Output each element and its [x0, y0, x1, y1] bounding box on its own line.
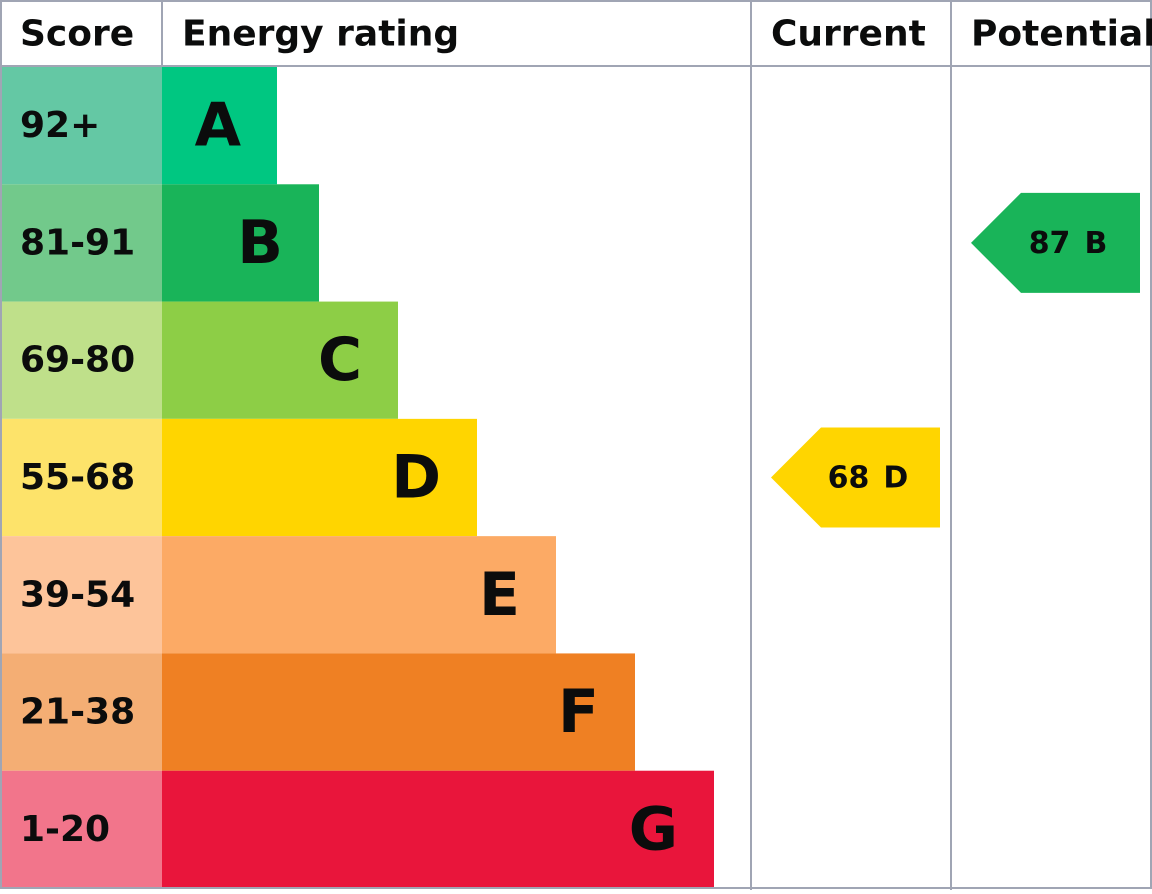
rating-bar: [162, 653, 635, 771]
score-cell: [2, 184, 162, 302]
score-label: 69-80: [20, 340, 135, 381]
rating-arrow: [771, 427, 940, 528]
rating-letter: D: [391, 443, 441, 513]
score-label: 55-68: [20, 457, 135, 498]
column-header: Score: [20, 14, 134, 55]
score-cell: [2, 301, 162, 419]
column-header: Potential: [971, 14, 1152, 55]
rating-letter: F: [558, 677, 599, 747]
rating-bar: [162, 418, 477, 537]
rating-bar: [162, 301, 398, 419]
score-cell: [2, 67, 162, 185]
rating-letter: G: [629, 794, 678, 864]
rating-score: 87: [1029, 225, 1071, 260]
score-label: 21-38: [20, 692, 135, 733]
potential-rating: 87 B: [971, 192, 1140, 293]
rating-bar: [162, 184, 319, 302]
rating-label: 68 D: [828, 460, 909, 495]
score-cell: [2, 418, 162, 537]
score-cell: [2, 536, 162, 654]
rating-bar: [162, 67, 277, 185]
rating-letter: B: [237, 208, 283, 278]
rating-letter: A: [195, 91, 242, 161]
rating-letter: E: [479, 560, 520, 630]
rating-letter: D: [883, 460, 908, 495]
score-cell: [2, 653, 162, 771]
rating-letter: B: [1084, 225, 1107, 260]
score-label: 81-91: [20, 222, 135, 263]
current-rating: 68 D: [771, 427, 940, 528]
rating-bar: [162, 770, 714, 888]
score-label: 92+: [20, 105, 100, 146]
rating-bar: [162, 536, 556, 654]
column-header: Energy rating: [182, 14, 459, 55]
rating-arrow: [971, 192, 1140, 293]
rating-letter: C: [318, 325, 362, 395]
rating-score: 68: [828, 460, 870, 495]
column-header: Current: [771, 14, 926, 55]
chart-body: 92+ A 81-91 B 69-80 C 55-68 D 39-54 E 21-38 F 1-20 G 6…: [2, 67, 1140, 888]
score-label: 39-54: [20, 574, 135, 615]
rating-label: 87 B: [1029, 225, 1108, 260]
score-label: 1-20: [20, 809, 110, 850]
score-cell: [2, 770, 162, 888]
